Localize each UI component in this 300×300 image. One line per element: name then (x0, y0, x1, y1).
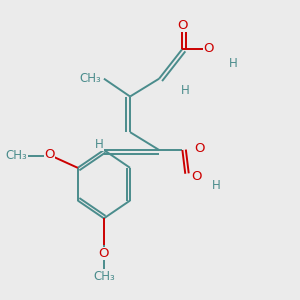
Text: O: O (99, 247, 109, 260)
Text: O: O (177, 19, 188, 32)
Text: O: O (191, 170, 202, 183)
Text: CH₃: CH₃ (93, 270, 115, 284)
Text: O: O (203, 42, 214, 56)
Text: H: H (95, 138, 104, 151)
Text: O: O (194, 142, 205, 155)
Text: CH₃: CH₃ (79, 72, 101, 85)
Text: O: O (44, 148, 55, 161)
Text: H: H (181, 84, 190, 97)
Text: H: H (212, 179, 220, 192)
Text: CH₃: CH₃ (5, 149, 27, 162)
Text: H: H (229, 57, 238, 70)
